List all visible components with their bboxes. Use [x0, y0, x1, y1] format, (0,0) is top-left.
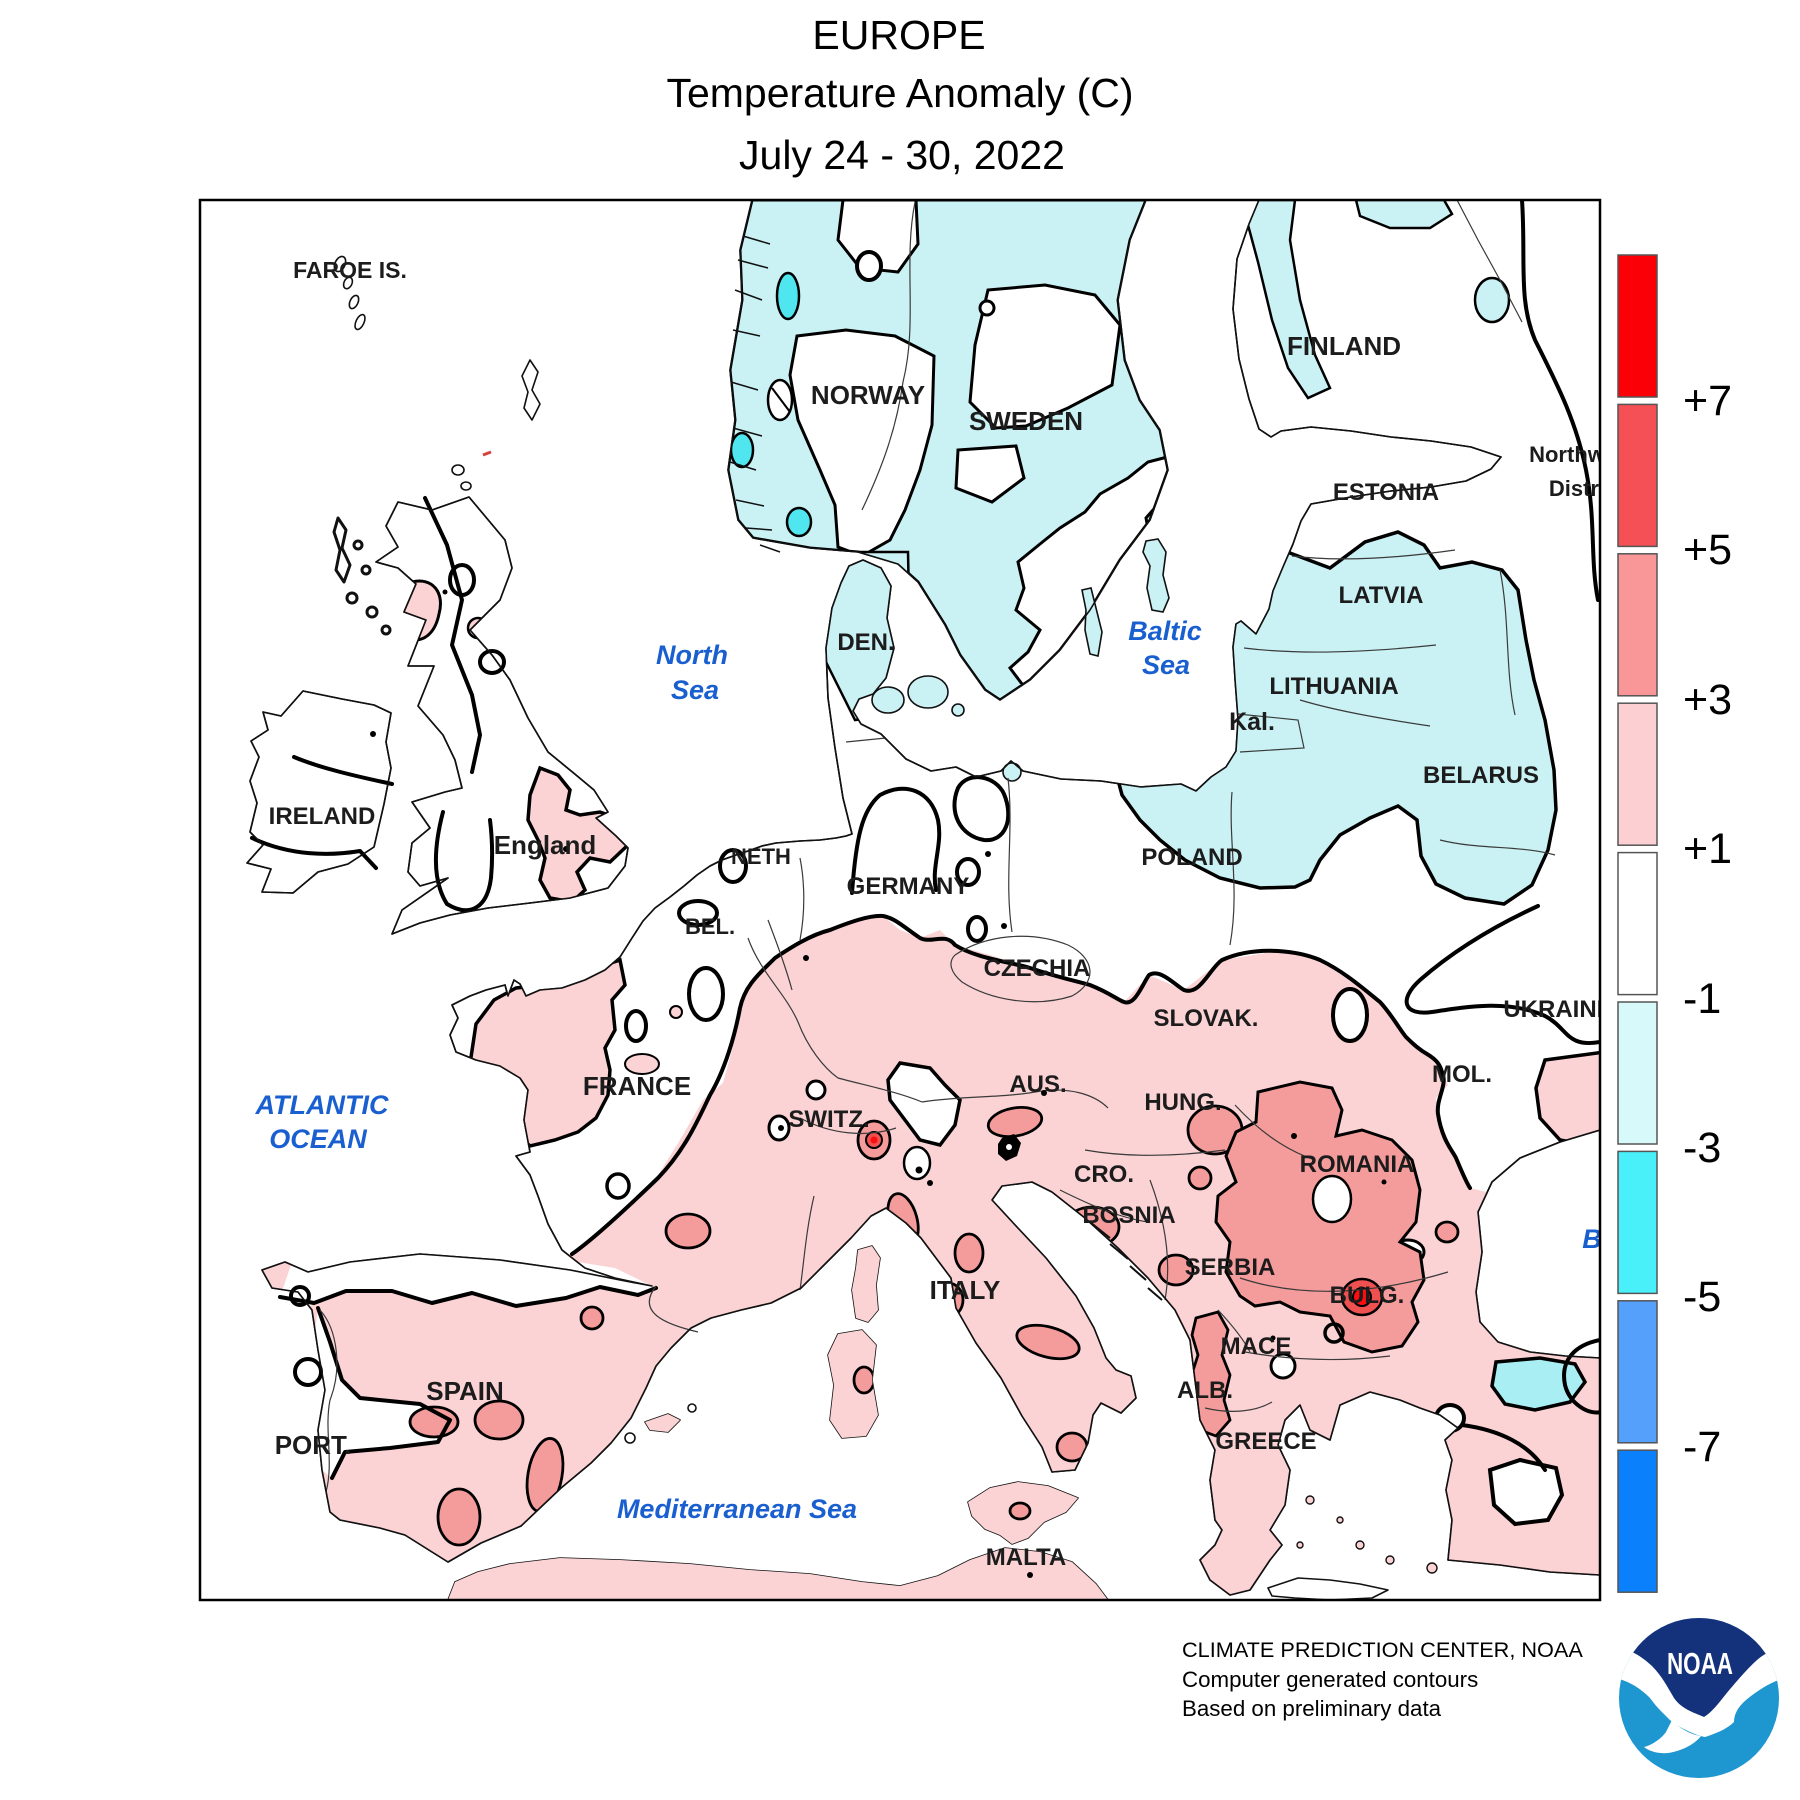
svg-text:CLIMATE PREDICTION CENTER, NOA: CLIMATE PREDICTION CENTER, NOAA	[1182, 1637, 1583, 1662]
svg-text:BOSNIA: BOSNIA	[1082, 1202, 1175, 1229]
svg-text:North: North	[656, 640, 728, 670]
svg-text:CRO.: CRO.	[1074, 1161, 1134, 1188]
svg-text:BEL.: BEL.	[685, 914, 735, 939]
svg-text:-5: -5	[1683, 1273, 1721, 1321]
svg-text:SPAIN: SPAIN	[426, 1376, 504, 1406]
svg-text:FAROE IS.: FAROE IS.	[293, 257, 407, 283]
svg-text:MALTA: MALTA	[986, 1544, 1066, 1571]
svg-text:DEN.: DEN.	[837, 629, 894, 656]
svg-text:AUS.: AUS.	[1009, 1071, 1066, 1098]
svg-text:Computer generated contours: Computer generated contours	[1182, 1667, 1478, 1692]
svg-text:GREECE: GREECE	[1215, 1428, 1316, 1455]
svg-text:UKRAINE: UKRAINE	[1503, 996, 1612, 1023]
svg-text:Baltic: Baltic	[1128, 616, 1202, 646]
svg-text:HUNG.: HUNG.	[1144, 1089, 1221, 1116]
svg-text:ROMANIA: ROMANIA	[1300, 1151, 1415, 1178]
svg-text:+1: +1	[1683, 825, 1732, 873]
svg-text:SLOVAK.: SLOVAK.	[1154, 1005, 1259, 1032]
svg-text:July 24 - 30, 2022: July 24 - 30, 2022	[739, 132, 1065, 178]
svg-text:Sea: Sea	[1142, 650, 1190, 680]
svg-text:SERBIA: SERBIA	[1185, 1254, 1276, 1281]
svg-text:PORT.: PORT.	[275, 1430, 352, 1460]
svg-text:-1: -1	[1683, 975, 1721, 1023]
svg-text:Based on preliminary data: Based on preliminary data	[1182, 1696, 1442, 1721]
svg-text:FINLAND: FINLAND	[1287, 331, 1401, 361]
svg-text:+3: +3	[1683, 676, 1732, 724]
svg-text:CZECHIA: CZECHIA	[984, 955, 1091, 982]
svg-text:-3: -3	[1683, 1124, 1721, 1172]
svg-text:-7: -7	[1683, 1423, 1721, 1471]
svg-text:Mediterranean Sea: Mediterranean Sea	[617, 1494, 857, 1524]
svg-text:POLAND: POLAND	[1141, 844, 1242, 871]
svg-text:LITHUANIA: LITHUANIA	[1269, 673, 1398, 700]
svg-text:ITALY: ITALY	[930, 1275, 1001, 1305]
svg-text:EUROPE: EUROPE	[812, 12, 985, 58]
svg-text:England: England	[494, 830, 597, 860]
svg-text:IRELAND: IRELAND	[269, 803, 376, 830]
svg-text:Temperature Anomaly (C): Temperature Anomaly (C)	[666, 70, 1133, 116]
svg-text:BULG.: BULG.	[1330, 1282, 1405, 1309]
svg-text:MOL.: MOL.	[1432, 1061, 1492, 1088]
svg-text:Kal.: Kal.	[1229, 708, 1275, 736]
svg-text:NORWAY: NORWAY	[811, 380, 925, 410]
svg-text:NETH: NETH	[731, 844, 791, 869]
svg-text:NOAA: NOAA	[1667, 1646, 1733, 1681]
svg-text:BELARUS: BELARUS	[1423, 762, 1539, 789]
svg-text:FRANCE: FRANCE	[583, 1071, 691, 1101]
svg-text:Distri: Distri	[1549, 476, 1605, 501]
svg-text:+7: +7	[1683, 377, 1732, 425]
svg-text:LATVIA: LATVIA	[1339, 582, 1424, 609]
svg-text:GERMANY: GERMANY	[847, 873, 970, 900]
svg-text:ESTONIA: ESTONIA	[1333, 479, 1439, 506]
svg-text:Northw: Northw	[1529, 442, 1606, 467]
svg-text:OCEAN: OCEAN	[269, 1124, 367, 1154]
svg-text:B: B	[1582, 1224, 1602, 1254]
svg-text:ALB.: ALB.	[1177, 1377, 1233, 1404]
svg-text:MACE: MACE	[1221, 1333, 1292, 1360]
svg-text:SWEDEN: SWEDEN	[969, 406, 1083, 436]
svg-text:SWITZ.: SWITZ.	[788, 1106, 869, 1133]
svg-text:+5: +5	[1683, 526, 1732, 574]
svg-text:Sea: Sea	[671, 675, 719, 705]
svg-text:ATLANTIC: ATLANTIC	[255, 1090, 389, 1120]
